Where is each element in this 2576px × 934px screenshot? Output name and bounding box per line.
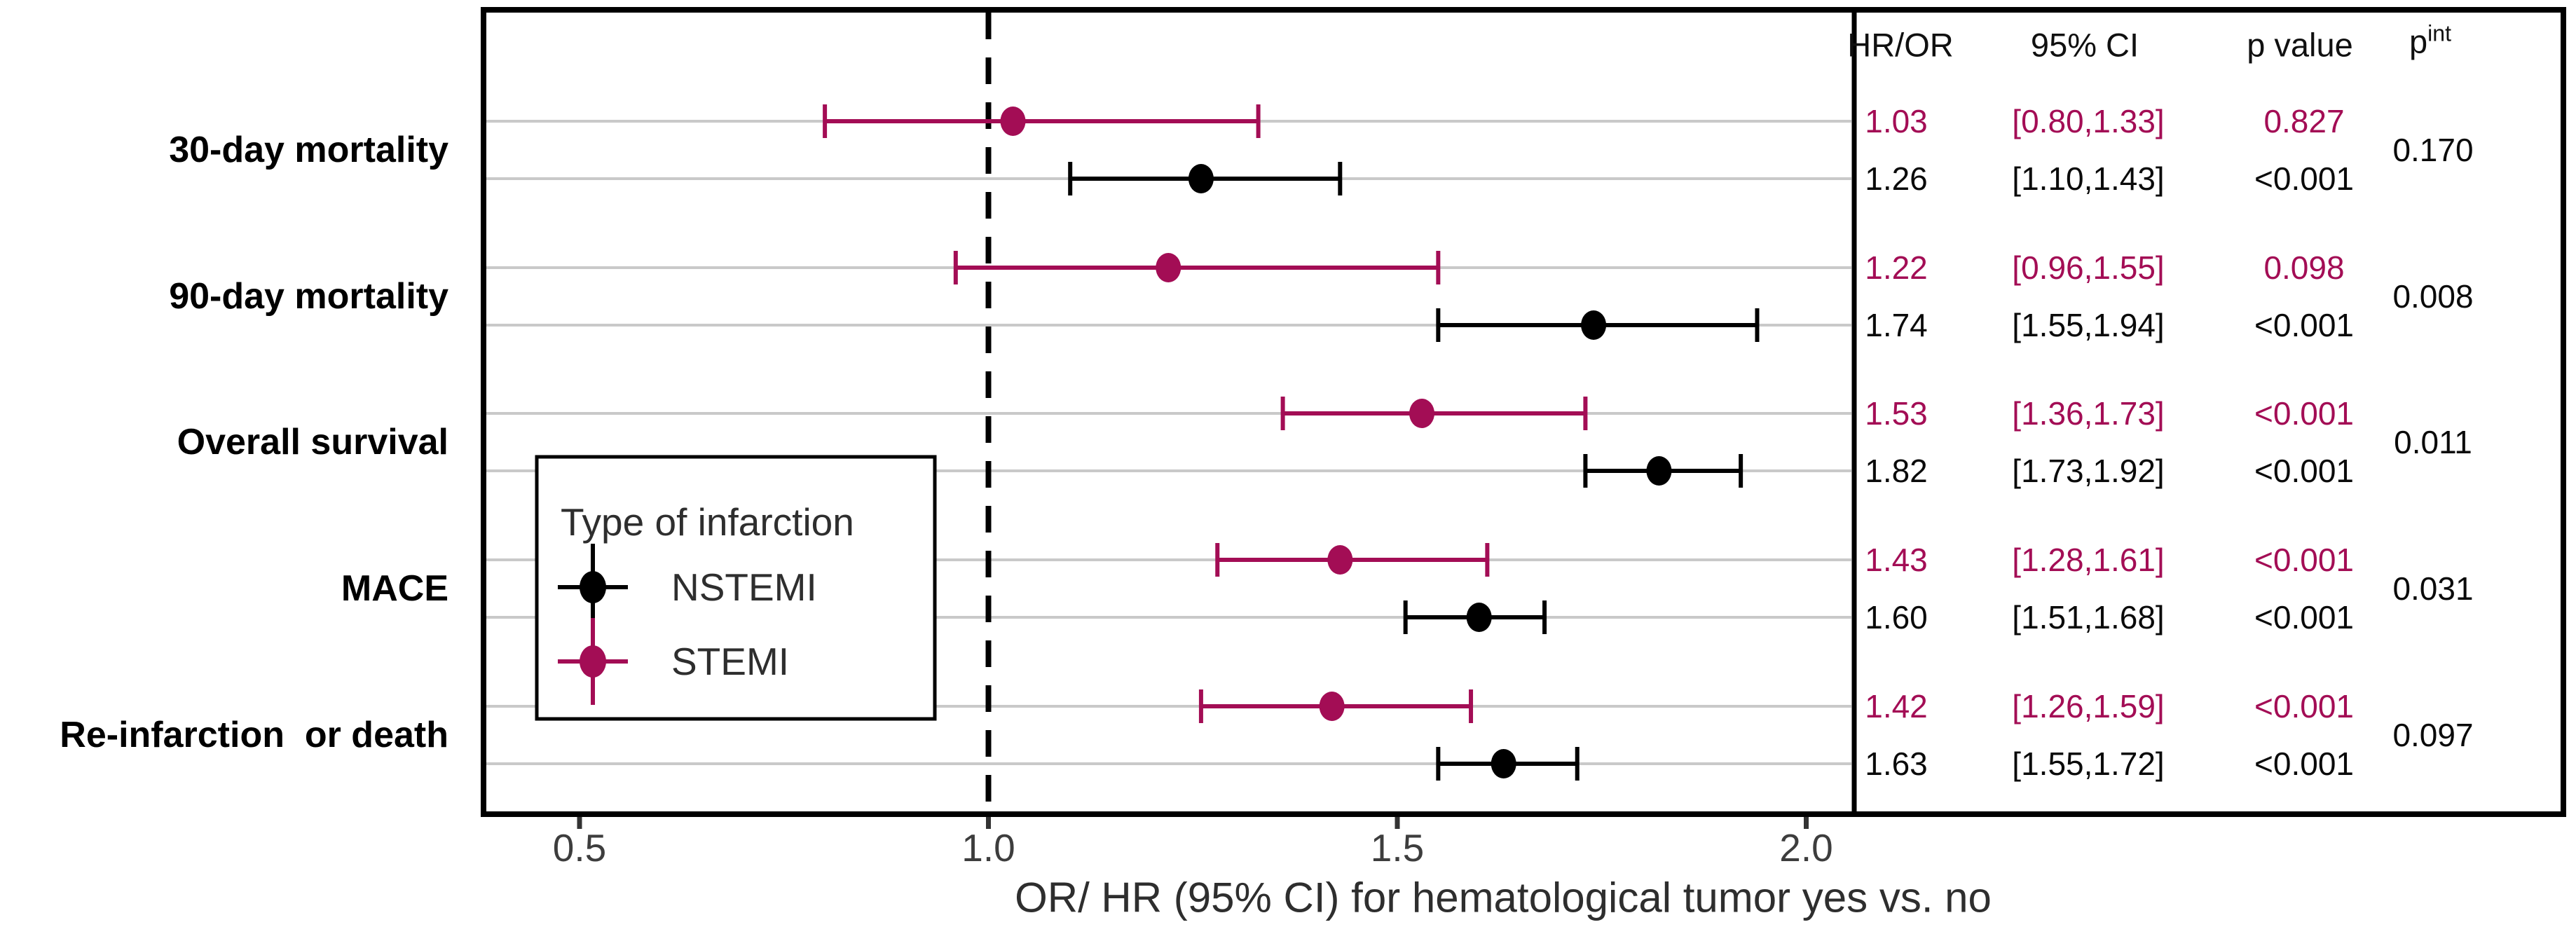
table-cell-p-value: <0.001 — [2254, 688, 2354, 724]
point-estimate — [1646, 456, 1672, 486]
table-cell-ci: [1.36,1.73] — [2012, 395, 2165, 432]
legend-title: Type of infarction — [561, 500, 854, 544]
x-tick-label: 2.0 — [1779, 826, 1833, 870]
table-cell-p-value: <0.001 — [2254, 542, 2354, 578]
category-label: Re-infarction or death — [60, 715, 448, 755]
table-cell-estimate: 1.43 — [1865, 542, 1928, 578]
legend-marker-nstemi — [580, 571, 606, 603]
table-cell-p-value: <0.001 — [2254, 453, 2354, 489]
table-cell-estimate: 1.53 — [1865, 395, 1928, 432]
legend-box — [535, 455, 937, 721]
table-cell-p-value: <0.001 — [2254, 599, 2354, 636]
table-header-hr-or: HR/OR — [1847, 26, 1954, 64]
category-label: 30-day mortality — [169, 130, 448, 170]
category-label: Overall survival — [177, 422, 448, 462]
x-tick-label: 0.5 — [552, 826, 607, 870]
table-cell-ci: [1.73,1.92] — [2012, 453, 2165, 489]
legend-label-stemi: STEMI — [671, 640, 790, 683]
point-estimate — [1581, 310, 1607, 340]
table-cell-p-value: <0.001 — [2254, 395, 2354, 432]
table-cell-estimate: 1.60 — [1865, 599, 1928, 636]
table-cell-estimate: 1.42 — [1865, 688, 1928, 724]
table-cell-ci: [1.10,1.43] — [2012, 160, 2165, 197]
legend-marker-stemi — [580, 645, 606, 678]
x-tick-label: 1.5 — [1370, 826, 1425, 870]
panel-border — [481, 7, 2566, 817]
table-cell-p-interaction: 0.170 — [2392, 132, 2474, 168]
point-estimate — [1327, 545, 1353, 575]
table-cell-ci: [1.28,1.61] — [2012, 542, 2165, 578]
table-cell-ci: [1.51,1.68] — [2012, 599, 2165, 636]
table-cell-estimate: 1.63 — [1865, 746, 1928, 782]
table-cell-p-interaction: 0.011 — [2394, 424, 2472, 460]
point-estimate — [1409, 399, 1435, 428]
legend-label-nstemi: NSTEMI — [671, 565, 817, 609]
point-estimate — [1466, 603, 1492, 632]
x-tick-label: 1.0 — [961, 826, 1015, 870]
table-cell-p-value: <0.001 — [2254, 746, 2354, 782]
table-cell-estimate: 1.74 — [1865, 307, 1928, 343]
table-cell-estimate: 1.26 — [1865, 160, 1928, 197]
table-header-p-int-base: p — [2409, 22, 2428, 60]
table-cell-p-value: <0.001 — [2254, 160, 2354, 197]
table-cell-p-interaction: 0.097 — [2392, 717, 2474, 753]
table-cell-estimate: 1.03 — [1865, 103, 1928, 139]
table-cell-estimate: 1.82 — [1865, 453, 1928, 489]
table-header-p-int-sup: int — [2427, 20, 2451, 46]
x-axis-title: OR/ HR (95% CI) for hematological tumor … — [1015, 874, 1992, 921]
point-estimate — [1000, 107, 1026, 136]
table-header-95ci: 95% CI — [2030, 26, 2139, 64]
table-cell-p-interaction: 0.008 — [2392, 278, 2474, 315]
category-label: MACE — [341, 568, 448, 609]
table-cell-ci: [0.80,1.33] — [2012, 103, 2165, 139]
category-label: 90-day mortality — [169, 276, 448, 317]
point-estimate — [1156, 253, 1181, 282]
table-cell-p-interaction: 0.031 — [2392, 570, 2474, 607]
table-cell-ci: [1.55,1.72] — [2012, 746, 2165, 782]
table-cell-p-value: 0.098 — [2263, 249, 2345, 286]
table-cell-ci: [1.26,1.59] — [2012, 688, 2165, 724]
table-cell-estimate: 1.22 — [1865, 249, 1928, 286]
table-cell-p-value: 0.827 — [2263, 103, 2345, 139]
table-cell-ci: [1.55,1.94] — [2012, 307, 2165, 343]
table-cell-p-value: <0.001 — [2254, 307, 2354, 343]
table-cell-ci: [0.96,1.55] — [2012, 249, 2165, 286]
table-header-p-int: pint — [2409, 21, 2451, 61]
point-estimate — [1319, 692, 1345, 721]
point-estimate — [1188, 164, 1214, 193]
table-header-p-value: p value — [2247, 26, 2353, 64]
point-estimate — [1491, 749, 1516, 778]
